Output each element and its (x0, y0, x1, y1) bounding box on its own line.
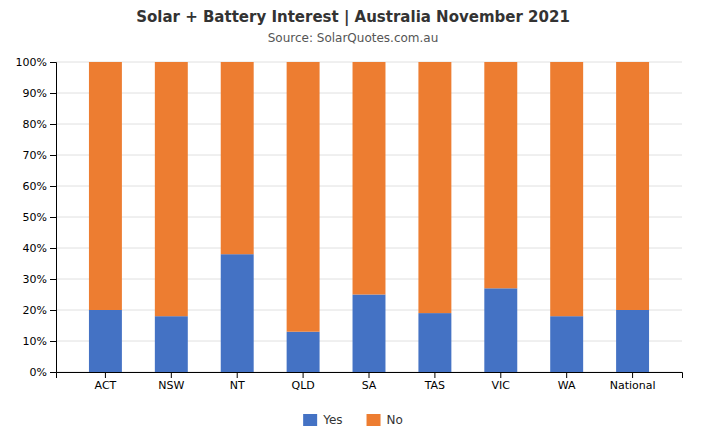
grid (56, 62, 682, 372)
tick-mark (50, 279, 56, 280)
tick-mark (50, 341, 56, 342)
tick-label: National (610, 379, 656, 392)
tick: 60% (23, 180, 56, 193)
plot: 0% 10% 20% 30% 40% 50% 60% 70% 80% 90% 100% ACT NSW N… (16, 56, 683, 392)
tick-label: NT (230, 379, 245, 392)
tick: 100% (16, 56, 56, 69)
tick-label: NSW (158, 379, 184, 392)
tick: 10% (23, 335, 56, 348)
legend-swatch (303, 414, 317, 426)
tick-mark (500, 372, 501, 378)
tick-label: VIC (492, 379, 511, 392)
bar (221, 62, 254, 254)
tick-label: ACT (95, 379, 117, 392)
tick-label: 10% (23, 335, 47, 348)
tick-label: WA (558, 379, 576, 392)
tick-mark (105, 372, 106, 378)
legend-label: Yes (322, 413, 342, 427)
subtitle: Source: SolarQuotes.com.au (268, 31, 439, 45)
tick-label: 80% (23, 118, 47, 131)
tick-label: 20% (23, 304, 47, 317)
series (89, 62, 649, 332)
tick: NSW (158, 372, 184, 392)
tick-mark (50, 62, 56, 63)
bar (89, 62, 122, 310)
y-axis: 0% 10% 20% 30% 40% 50% 60% 70% 80% 90% 100% (16, 56, 57, 379)
tick: QLD (291, 372, 314, 392)
tick: SA (362, 372, 377, 392)
tick-mark (434, 372, 435, 378)
tick-mark (566, 372, 567, 378)
tick-mark (369, 372, 370, 378)
tick: 40% (23, 242, 56, 255)
tick: 20% (23, 304, 56, 317)
bar (155, 62, 188, 316)
tick: 0% (30, 366, 56, 379)
tick: ACT (95, 372, 117, 392)
tick-mark (237, 372, 238, 378)
bar (550, 316, 583, 372)
tick-mark (50, 217, 56, 218)
bar (616, 62, 649, 310)
chart: Solar + Battery Interest | Australia Nov… (0, 0, 706, 442)
legend-swatch (367, 414, 381, 426)
tick: VIC (492, 372, 511, 392)
tick: 50% (23, 211, 56, 224)
tick: 70% (23, 149, 56, 162)
tick-label: TAS (424, 379, 445, 392)
tick-mark (171, 372, 172, 378)
tick: 90% (23, 87, 56, 100)
legend: Yes No (303, 413, 403, 427)
bar (418, 62, 451, 313)
tick-label: 100% (16, 56, 47, 69)
tick: NT (230, 372, 245, 392)
bar (418, 313, 451, 372)
tick: TAS (424, 372, 445, 392)
axis-line (50, 63, 57, 373)
bar (550, 62, 583, 316)
tick-label: QLD (291, 379, 314, 392)
bar (155, 316, 188, 372)
bar (353, 295, 386, 373)
bar (89, 310, 122, 372)
tick-mark (50, 155, 56, 156)
title: Solar + Battery Interest | Australia Nov… (136, 8, 570, 27)
bar (221, 254, 254, 372)
tick: National (610, 372, 656, 392)
legend-label: No (387, 413, 403, 427)
tick-mark (50, 248, 56, 249)
tick-mark (303, 372, 304, 378)
tick-mark (632, 372, 633, 378)
tick: 80% (23, 118, 56, 131)
legend-item: Yes (303, 413, 342, 427)
tick-label: 70% (23, 149, 47, 162)
bar (287, 62, 320, 332)
x-axis: ACT NSW NT QLD SA TAS VIC WA National (57, 372, 683, 392)
tick-label: 90% (23, 87, 47, 100)
tick-mark (50, 93, 56, 94)
bars (89, 62, 649, 372)
legend-item: No (367, 413, 403, 427)
tick-label: 0% (30, 366, 47, 379)
tick-mark (50, 310, 56, 311)
tick-mark (50, 124, 56, 125)
tick-label: 50% (23, 211, 47, 224)
bar (484, 288, 517, 372)
tick-label: 60% (23, 180, 47, 193)
axis-line (57, 373, 683, 379)
tick-mark (50, 186, 56, 187)
bar (484, 62, 517, 288)
bar (353, 62, 386, 295)
bar (616, 310, 649, 372)
tick-mark (50, 372, 56, 373)
tick: 30% (23, 273, 56, 286)
tick-label: 40% (23, 242, 47, 255)
tick: WA (558, 372, 576, 392)
tick-label: 30% (23, 273, 47, 286)
tick-label: SA (362, 379, 377, 392)
bar (287, 332, 320, 372)
